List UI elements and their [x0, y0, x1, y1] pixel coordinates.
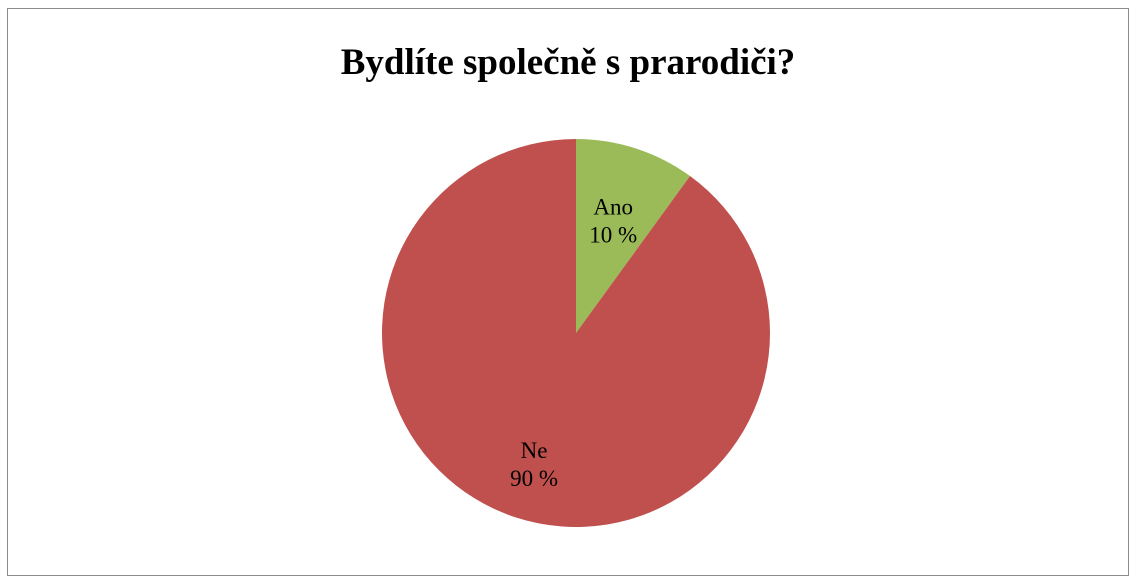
pie-slices — [382, 139, 771, 527]
pie-slice-ne — [382, 139, 771, 527]
pie-labels: Ano 10 % Ne 90 % — [510, 195, 637, 492]
chart-title: Bydlíte společně s prarodiči? — [340, 42, 796, 83]
slice-label-ano: Ano 10 % — [589, 195, 637, 248]
slice-label-ne: Ne 90 % — [510, 438, 558, 491]
pie-slice-ano — [576, 139, 691, 333]
